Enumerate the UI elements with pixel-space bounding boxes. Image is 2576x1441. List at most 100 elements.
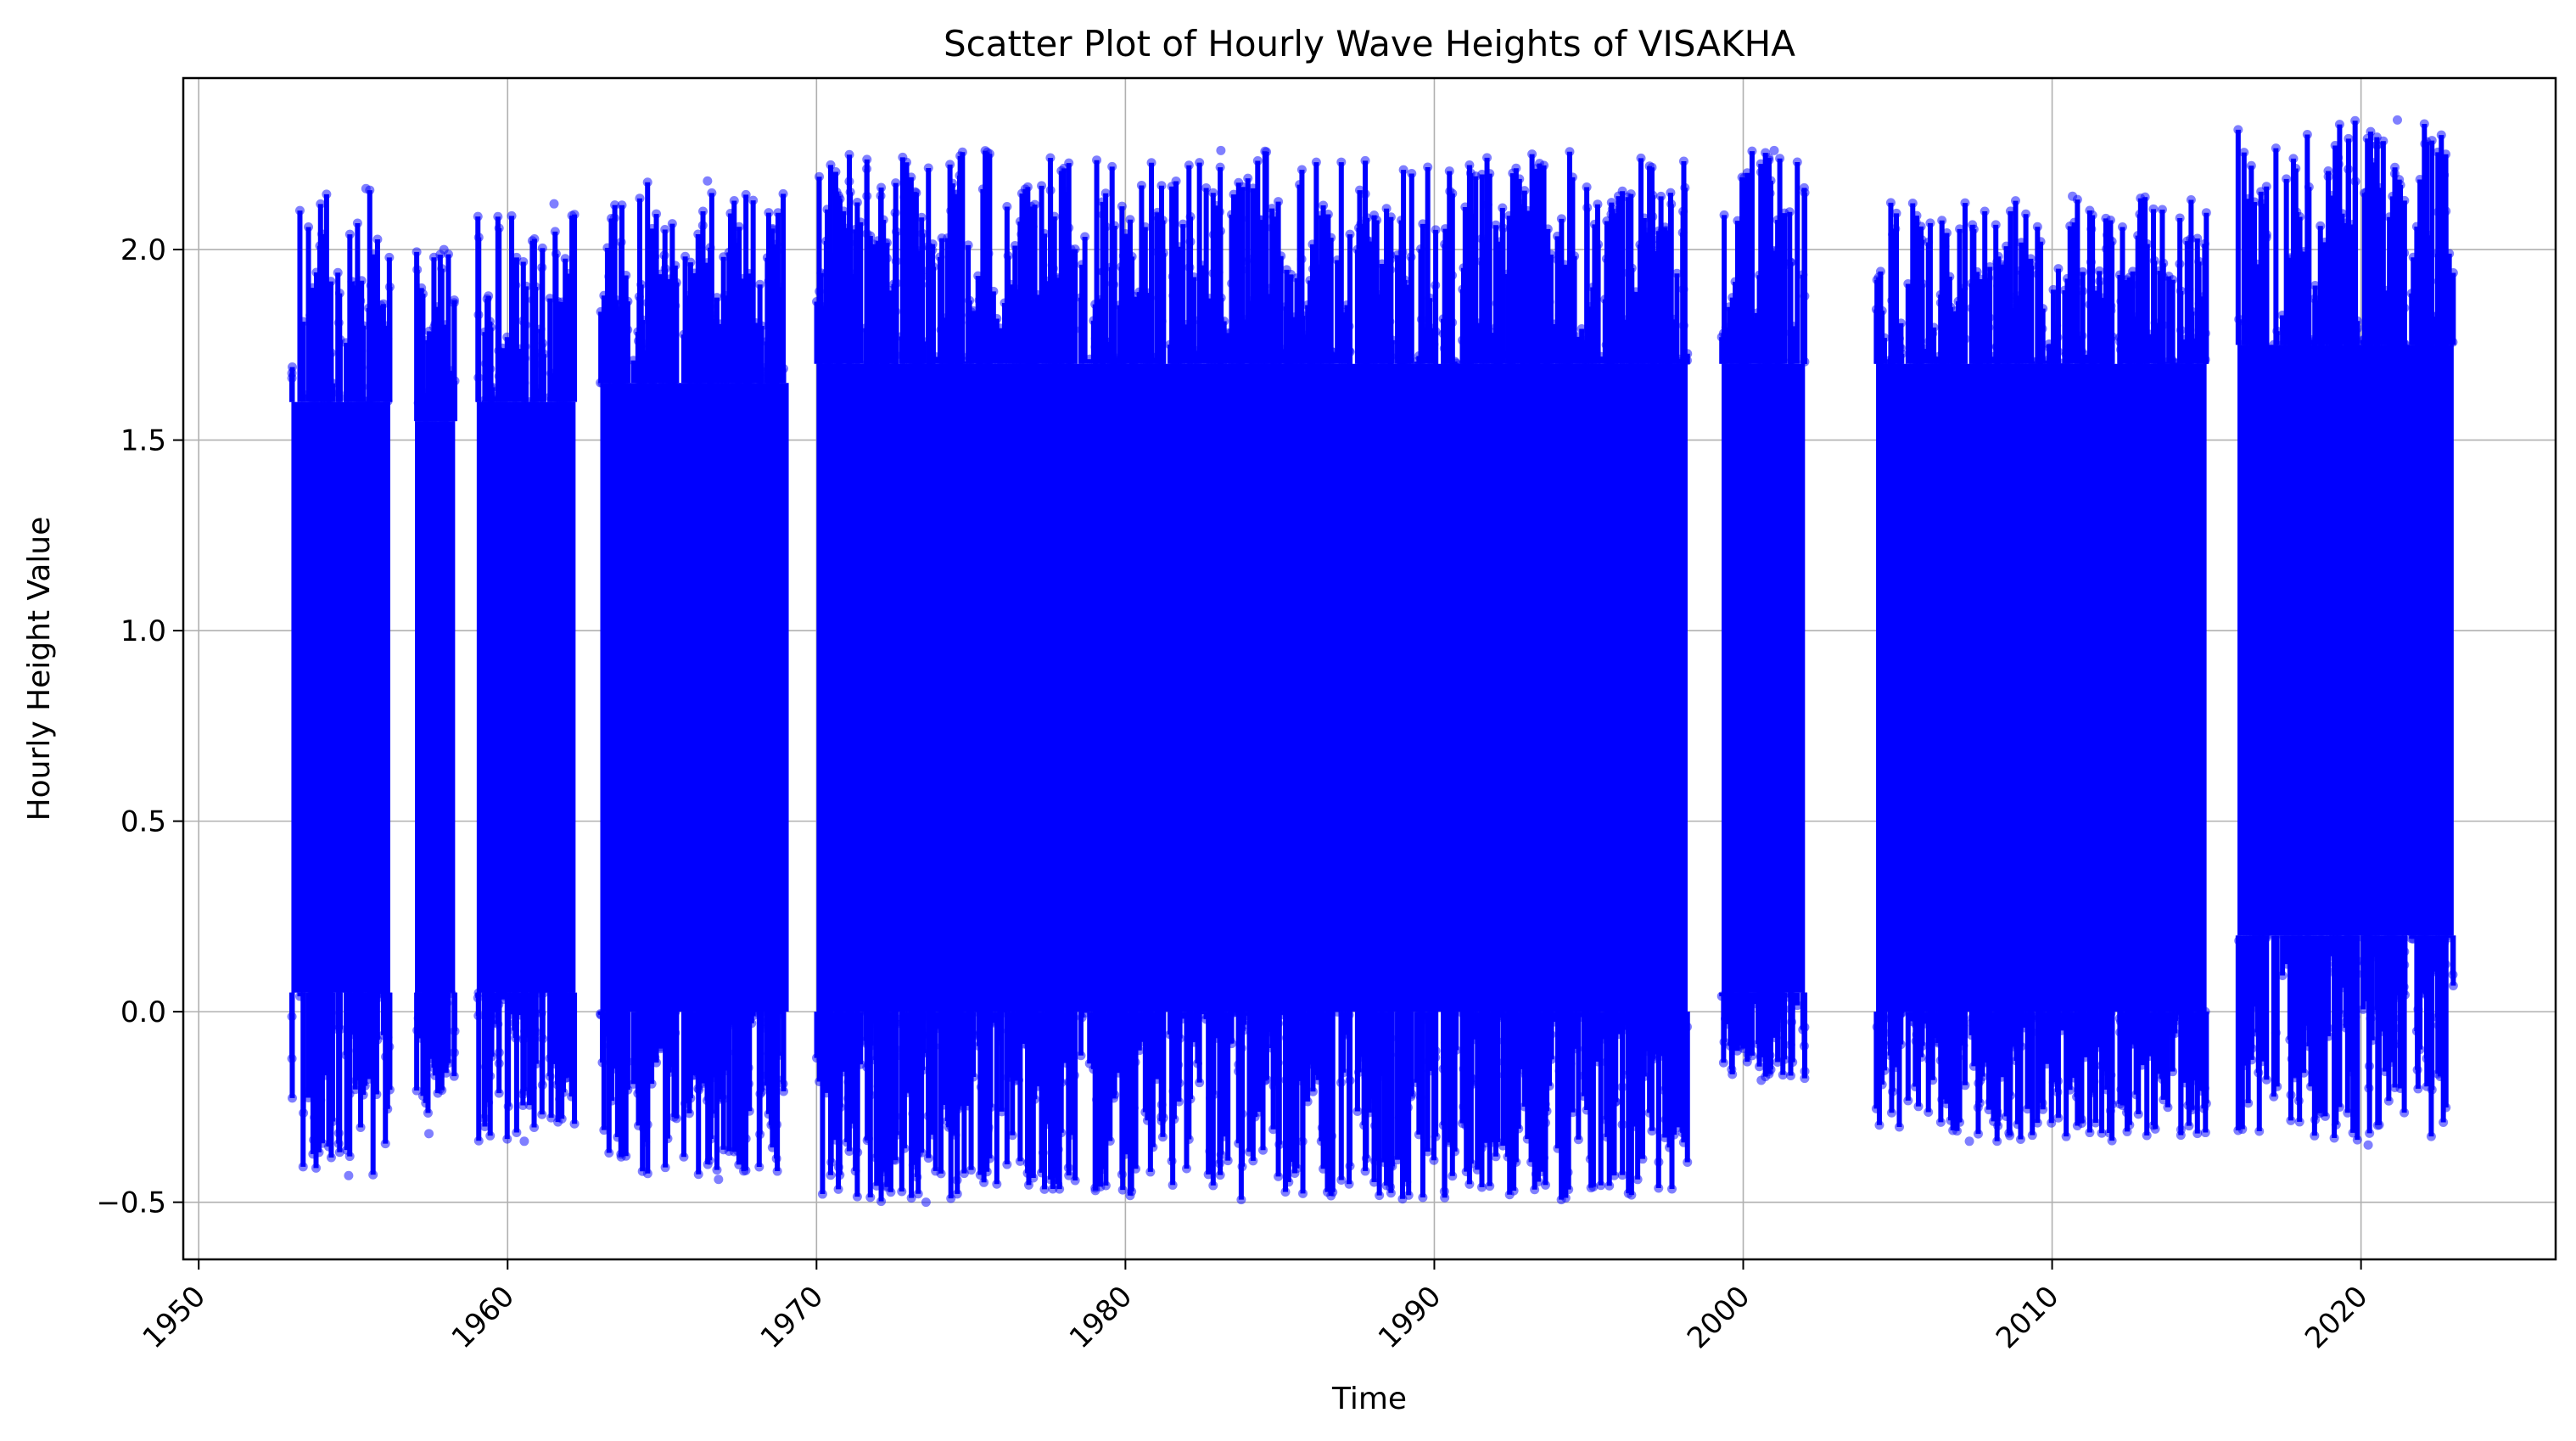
data-point <box>815 286 825 296</box>
data-point <box>519 1136 529 1147</box>
data-point <box>1070 244 1080 255</box>
data-point <box>1076 1051 1086 1061</box>
data-point <box>1511 163 1521 173</box>
data-point <box>1440 239 1450 250</box>
data-point <box>1173 1060 1184 1070</box>
data-point <box>899 1143 910 1153</box>
data-point <box>1556 1026 1566 1036</box>
data-point <box>1632 1175 1643 1185</box>
data-point <box>1360 155 1370 165</box>
data-point <box>1236 214 1246 224</box>
data-point <box>652 209 662 219</box>
data-point <box>898 350 908 361</box>
data-point <box>719 1145 729 1155</box>
data-point <box>1445 1137 1455 1147</box>
data-point <box>1016 188 1027 199</box>
data-point <box>1201 183 1212 193</box>
data-point <box>1136 1037 1146 1047</box>
data-point <box>1345 229 1355 239</box>
data-point <box>1237 1162 1247 1172</box>
data-point <box>350 1085 361 1095</box>
data-point <box>1582 182 1592 193</box>
data-point <box>665 1063 675 1073</box>
data-point <box>1268 222 1278 233</box>
data-point <box>1219 354 1229 364</box>
data-point <box>1644 1107 1655 1118</box>
data-point <box>822 205 832 215</box>
data-point <box>1039 1184 1050 1194</box>
data-point <box>1100 221 1111 232</box>
data-point <box>1718 1057 1728 1068</box>
data-point <box>1236 255 1246 265</box>
data-point <box>2142 1130 2152 1141</box>
data-point <box>1048 1153 1058 1163</box>
data-point <box>1491 1152 1501 1162</box>
data-point <box>439 244 449 255</box>
data-point <box>335 1024 345 1034</box>
data-point <box>1629 1104 1639 1114</box>
data-point <box>916 280 927 290</box>
data-point <box>2192 233 2203 244</box>
data-point <box>671 1113 681 1124</box>
data-point <box>1117 201 1127 211</box>
data-point <box>1386 212 1396 222</box>
data-point <box>1638 1154 1648 1164</box>
data-point <box>1352 1106 1363 1116</box>
data-point <box>1297 1136 1308 1147</box>
data-point <box>729 1147 739 1157</box>
data-point <box>741 189 751 199</box>
data-point <box>1445 186 1455 196</box>
data-point <box>865 1192 876 1203</box>
data-point <box>512 1005 523 1015</box>
data-point <box>864 1134 874 1144</box>
data-point <box>1403 279 1414 289</box>
data-point <box>537 243 547 253</box>
data-point <box>1097 197 1107 207</box>
data-point <box>1069 1070 1079 1080</box>
data-point <box>1444 166 1454 177</box>
data-point <box>531 1059 541 1069</box>
data-point <box>976 1082 986 1092</box>
data-point <box>518 1100 528 1110</box>
data-point <box>1237 265 1247 275</box>
data-point <box>417 1034 427 1044</box>
data-point <box>557 1113 567 1124</box>
data-point <box>435 1084 445 1094</box>
data-point <box>1022 182 1033 192</box>
data-point <box>1174 1078 1184 1088</box>
data-point <box>1022 1158 1033 1169</box>
data-point <box>1407 168 1417 178</box>
data-point <box>326 1152 336 1163</box>
data-point <box>1509 1029 1519 1039</box>
data-point <box>1064 1170 1074 1180</box>
data-point <box>530 348 540 358</box>
data-point <box>855 217 865 227</box>
data-point <box>1248 254 1258 264</box>
data-point <box>656 1042 666 1052</box>
data-point <box>911 188 921 198</box>
data-point <box>1117 261 1127 272</box>
data-point <box>1588 282 1598 292</box>
data-point <box>764 208 774 218</box>
data-point <box>959 1169 969 1179</box>
data-point <box>641 1137 651 1147</box>
data-point <box>1634 1045 1644 1055</box>
data-point <box>511 1033 521 1043</box>
data-point <box>560 996 570 1006</box>
data-point <box>1666 188 1676 198</box>
data-point <box>1498 223 1508 233</box>
data-point <box>368 1169 378 1180</box>
data-point <box>1090 1186 1100 1196</box>
data-point <box>1649 1049 1659 1059</box>
data-point <box>1622 1025 1632 1035</box>
data-point <box>316 199 326 209</box>
data-point <box>344 1170 354 1180</box>
data-point <box>755 279 765 289</box>
data-point <box>1110 221 1120 231</box>
data-point <box>1069 324 1079 334</box>
data-point <box>494 371 504 381</box>
data-point <box>412 265 423 275</box>
data-point <box>835 193 845 204</box>
data-point <box>1657 1051 1667 1061</box>
data-point <box>616 337 626 347</box>
